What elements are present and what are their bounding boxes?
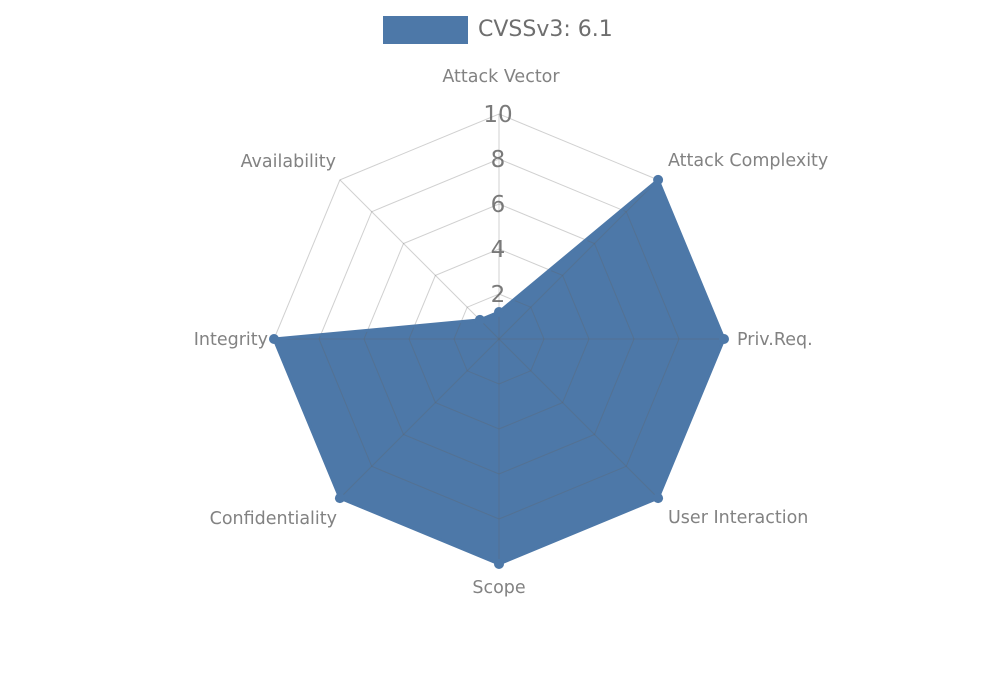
tick-label-box — [484, 277, 512, 311]
grid-ring — [363, 203, 635, 475]
tick-label-box — [484, 232, 512, 266]
tick-label: 2 — [491, 282, 506, 308]
data-vertex-dot — [474, 314, 485, 325]
data-vertex-dot — [269, 334, 279, 344]
axis-label: Availability — [241, 152, 336, 172]
axis-spoke — [498, 179, 659, 340]
axis-spoke — [339, 179, 500, 340]
data-vertex-dot — [653, 174, 664, 185]
grid-ring — [408, 248, 590, 430]
data-vertex-dot — [334, 493, 345, 504]
legend: CVSSv3: 6.1 — [383, 16, 613, 44]
axis-label: User Interaction — [668, 508, 808, 528]
axis-label: Integrity — [194, 330, 268, 350]
tick-label: 10 — [483, 102, 512, 128]
axis-label: Attack Complexity — [668, 151, 828, 171]
grid-web — [273, 113, 725, 565]
data-polygon-fill — [274, 179, 724, 564]
data-vertex-dot — [719, 334, 729, 344]
data-vertex-dot — [494, 307, 504, 317]
axis-label: Attack Vector — [442, 67, 560, 87]
grid-ring — [453, 293, 545, 385]
axis-label: Scope — [472, 578, 525, 598]
axis-label: Confidentiality — [210, 509, 337, 529]
tick-label-box — [484, 142, 512, 176]
axis-label: Priv.Req. — [737, 330, 813, 350]
data-vertex-dot — [653, 493, 664, 504]
tick-label-box — [477, 97, 519, 131]
data-vertex-dot — [494, 559, 504, 569]
legend-label: CVSSv3: 6.1 — [478, 17, 613, 42]
axis-spoke — [498, 338, 659, 499]
tick-label: 6 — [491, 192, 506, 218]
tick-label: 8 — [491, 147, 506, 173]
axis-spoke — [339, 338, 500, 499]
tick-label: 4 — [491, 237, 506, 263]
axis-labels: Attack Vector Attack Complexity Priv.Req. U… — [194, 67, 829, 598]
legend-swatch — [383, 16, 468, 44]
grid-ring — [318, 158, 680, 520]
tick-label-box — [484, 187, 512, 221]
radial-tick-labels: 2 4 6 8 10 — [477, 97, 519, 311]
